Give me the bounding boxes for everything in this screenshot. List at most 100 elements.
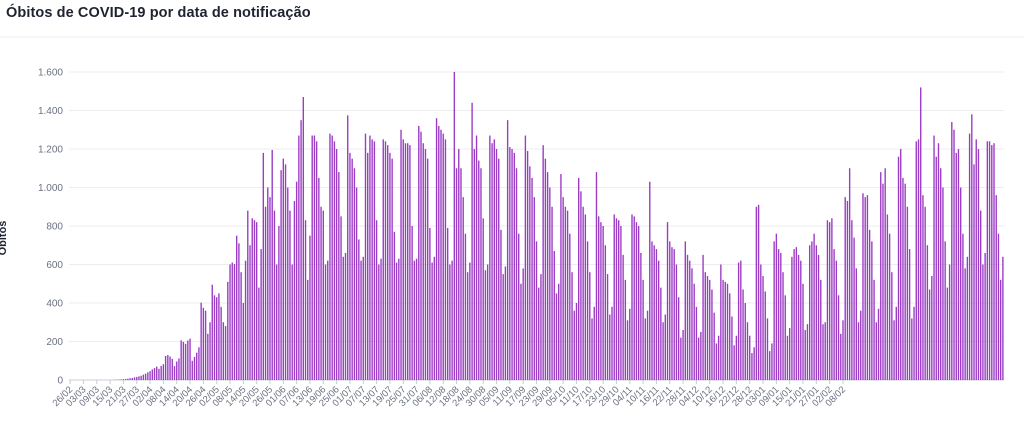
bar[interactable]: [486, 264, 489, 381]
bar[interactable]: [504, 266, 507, 380]
bar[interactable]: [893, 320, 895, 380]
bar[interactable]: [162, 364, 165, 380]
bar[interactable]: [446, 227, 449, 380]
bar[interactable]: [173, 366, 176, 380]
bar[interactable]: [831, 218, 833, 380]
bar[interactable]: [431, 262, 433, 380]
bar[interactable]: [569, 233, 571, 380]
bar[interactable]: [815, 245, 818, 380]
bar[interactable]: [820, 279, 822, 380]
bar[interactable]: [686, 254, 689, 381]
bar[interactable]: [535, 241, 538, 380]
bar[interactable]: [928, 289, 931, 380]
bar[interactable]: [458, 149, 460, 380]
bar[interactable]: [660, 287, 662, 380]
bar[interactable]: [136, 376, 138, 380]
bar[interactable]: [982, 264, 984, 381]
bar[interactable]: [957, 149, 960, 380]
bar[interactable]: [331, 135, 333, 380]
bar[interactable]: [529, 166, 531, 380]
bar[interactable]: [284, 164, 287, 380]
bar[interactable]: [122, 379, 125, 380]
bar[interactable]: [864, 197, 866, 381]
bar[interactable]: [540, 274, 542, 381]
bar[interactable]: [860, 310, 862, 380]
bar[interactable]: [877, 308, 880, 380]
bar[interactable]: [258, 287, 260, 380]
bar[interactable]: [475, 135, 478, 380]
bar[interactable]: [637, 226, 640, 380]
bar[interactable]: [480, 168, 482, 380]
bar[interactable]: [791, 256, 793, 380]
bar[interactable]: [962, 233, 964, 380]
bar[interactable]: [844, 197, 846, 381]
bar[interactable]: [626, 320, 629, 380]
bar[interactable]: [271, 149, 273, 380]
bar[interactable]: [979, 210, 982, 380]
bar[interactable]: [746, 322, 749, 380]
bar[interactable]: [471, 102, 473, 381]
bar[interactable]: [784, 295, 786, 380]
bar[interactable]: [313, 135, 316, 380]
bar[interactable]: [593, 306, 595, 380]
bar[interactable]: [764, 291, 766, 380]
bar[interactable]: [633, 216, 635, 381]
bar[interactable]: [264, 206, 267, 380]
bar[interactable]: [964, 268, 966, 380]
bar[interactable]: [502, 274, 504, 381]
bar[interactable]: [267, 187, 269, 381]
bar[interactable]: [749, 335, 751, 380]
bar[interactable]: [911, 318, 913, 380]
bar[interactable]: [680, 337, 682, 380]
bar[interactable]: [782, 272, 784, 380]
bar[interactable]: [793, 249, 795, 380]
bar[interactable]: [762, 276, 764, 380]
bar[interactable]: [407, 143, 409, 380]
bar[interactable]: [817, 254, 820, 381]
bar[interactable]: [813, 233, 815, 380]
bar[interactable]: [948, 264, 951, 381]
bar[interactable]: [200, 302, 202, 380]
bar[interactable]: [988, 141, 991, 380]
bar[interactable]: [151, 369, 153, 380]
bar[interactable]: [202, 307, 205, 380]
bar[interactable]: [544, 158, 547, 381]
bar[interactable]: [1002, 256, 1004, 380]
bar[interactable]: [986, 141, 989, 380]
bar[interactable]: [349, 152, 351, 380]
bar[interactable]: [946, 287, 949, 380]
bar[interactable]: [662, 322, 664, 380]
bar[interactable]: [991, 145, 993, 380]
bar[interactable]: [842, 320, 844, 380]
bar[interactable]: [144, 373, 147, 380]
bar[interactable]: [677, 297, 680, 380]
bar[interactable]: [375, 220, 378, 380]
bar[interactable]: [900, 149, 902, 380]
bar[interactable]: [673, 249, 675, 380]
bar[interactable]: [453, 72, 456, 380]
bar[interactable]: [835, 260, 838, 380]
bar[interactable]: [269, 197, 271, 381]
bar[interactable]: [613, 214, 615, 380]
bar[interactable]: [415, 258, 418, 380]
bar[interactable]: [629, 308, 631, 380]
bar[interactable]: [575, 303, 578, 380]
bar[interactable]: [595, 172, 598, 380]
bar[interactable]: [549, 187, 551, 381]
bar[interactable]: [833, 249, 835, 380]
bar[interactable]: [231, 262, 233, 380]
bar[interactable]: [542, 145, 544, 380]
bar[interactable]: [584, 214, 587, 380]
bar[interactable]: [500, 229, 502, 380]
bar[interactable]: [875, 322, 877, 380]
bar[interactable]: [511, 149, 513, 380]
bar[interactable]: [917, 139, 920, 381]
bar[interactable]: [440, 129, 442, 380]
bar[interactable]: [389, 152, 391, 380]
bar[interactable]: [520, 283, 522, 380]
bar[interactable]: [129, 378, 131, 380]
bar[interactable]: [558, 283, 560, 380]
bar[interactable]: [484, 270, 487, 380]
bar[interactable]: [244, 260, 247, 380]
bar[interactable]: [373, 141, 376, 380]
